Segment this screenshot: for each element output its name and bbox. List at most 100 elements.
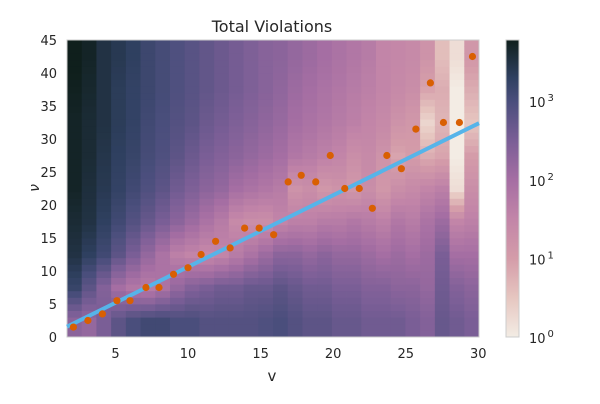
heatmap-cell — [405, 132, 421, 140]
heatmap-cell — [214, 46, 230, 54]
heatmap-cell — [214, 59, 230, 67]
heatmap-cell — [199, 152, 215, 160]
heatmap-cell — [405, 86, 421, 94]
heatmap-cell — [317, 79, 333, 87]
heatmap-cell — [287, 271, 303, 278]
heatmap-cell — [170, 86, 186, 94]
heatmap-cell — [420, 330, 436, 338]
heatmap-cell — [67, 264, 83, 272]
heatmap-cell — [96, 251, 112, 259]
heatmap-cell — [170, 218, 186, 226]
heatmap-cell — [361, 277, 377, 285]
heatmap-cell — [199, 224, 215, 232]
heatmap-cell — [317, 284, 333, 292]
heatmap-cell — [214, 86, 230, 94]
heatmap-cell — [214, 323, 230, 331]
heatmap-cell — [140, 277, 156, 285]
scatter-point — [98, 310, 107, 318]
heatmap-cell — [287, 251, 303, 259]
heatmap-cell — [214, 304, 230, 311]
heatmap-cell — [420, 244, 436, 252]
heatmap-cell — [273, 73, 289, 80]
heatmap-cell — [361, 40, 377, 47]
heatmap-cell — [243, 271, 259, 278]
heatmap-cell — [405, 53, 421, 61]
heatmap-cell — [111, 158, 127, 166]
colorbar-tick-label: 10 3 — [529, 93, 554, 111]
scatter-point — [426, 79, 434, 87]
heatmap-cell — [390, 66, 406, 74]
heatmap-cell — [125, 79, 141, 87]
heatmap-cell — [302, 317, 318, 325]
heatmap-cell — [243, 46, 259, 54]
heatmap-cell — [302, 191, 318, 199]
heatmap-cell — [155, 264, 171, 272]
x-tick-labels: 5 10 15 20 25 30 — [111, 347, 486, 362]
heatmap-cell — [199, 191, 215, 199]
scatter-point — [439, 118, 448, 127]
heatmap-cell — [302, 211, 318, 219]
heatmap-cell — [331, 231, 347, 239]
heatmap-cell — [214, 53, 230, 61]
heatmap-cell — [96, 211, 112, 219]
heatmap-cell — [125, 317, 141, 325]
heatmap-cell — [273, 277, 289, 285]
heatmap-cell — [96, 86, 112, 94]
heatmap-cell — [155, 59, 171, 67]
heatmap-cell — [67, 178, 83, 186]
heatmap-cell — [184, 79, 200, 87]
heatmap-cell — [287, 165, 303, 173]
scatter-point — [468, 52, 477, 61]
heatmap-cell — [361, 92, 377, 100]
heatmap-cell — [96, 66, 112, 74]
heatmap-cell — [361, 264, 377, 272]
heatmap-cell — [140, 79, 156, 87]
heatmap-cell — [140, 330, 156, 338]
heatmap-cell — [346, 165, 362, 173]
heatmap-cell — [228, 112, 244, 120]
scatter-point — [355, 184, 363, 193]
colorbar-tick-label: 10 1 — [529, 250, 554, 268]
heatmap-cell — [390, 53, 406, 61]
heatmap-cell — [464, 297, 480, 305]
heatmap-cell — [434, 132, 450, 140]
heatmap-cell — [273, 185, 289, 193]
heatmap-cell — [434, 277, 450, 285]
heatmap-cell — [287, 139, 303, 146]
heatmap-cell — [111, 46, 127, 54]
heatmap-cell — [390, 231, 406, 239]
heatmap-cell — [405, 185, 421, 193]
heatmap-cell — [81, 165, 97, 173]
heatmap-cell — [199, 238, 215, 245]
scatter-point — [312, 178, 320, 186]
heatmap-cell — [317, 119, 333, 127]
colorbar-tick-label: 10 0 — [529, 329, 554, 347]
heatmap-cell — [111, 205, 127, 212]
heatmap-cell — [287, 92, 303, 100]
heatmap-cell — [258, 46, 274, 54]
heatmap-cell — [199, 231, 215, 239]
heatmap-cell — [405, 99, 421, 107]
heatmap-cell — [67, 211, 83, 219]
heatmap-cell — [140, 310, 156, 318]
heatmap-cell — [228, 86, 244, 94]
heatmap-cell — [125, 158, 141, 166]
heatmap-cell — [434, 73, 450, 80]
heatmap-cell — [140, 40, 156, 47]
heatmap-cell — [199, 73, 215, 80]
heatmap-cell — [170, 59, 186, 67]
scatter-point — [155, 283, 163, 292]
heatmap-cell — [125, 53, 141, 61]
heatmap-cell — [125, 132, 141, 140]
heatmap-cell — [214, 251, 230, 259]
heatmap-cell — [464, 158, 480, 166]
heatmap-cell — [464, 46, 480, 54]
heatmap-cell — [155, 86, 171, 94]
heatmap-cell — [434, 185, 450, 193]
heatmap-cell — [331, 284, 347, 292]
heatmap-cell — [155, 297, 171, 305]
heatmap-cell — [420, 66, 436, 74]
heatmap-cell — [464, 185, 480, 193]
heatmap-cell — [331, 191, 347, 199]
